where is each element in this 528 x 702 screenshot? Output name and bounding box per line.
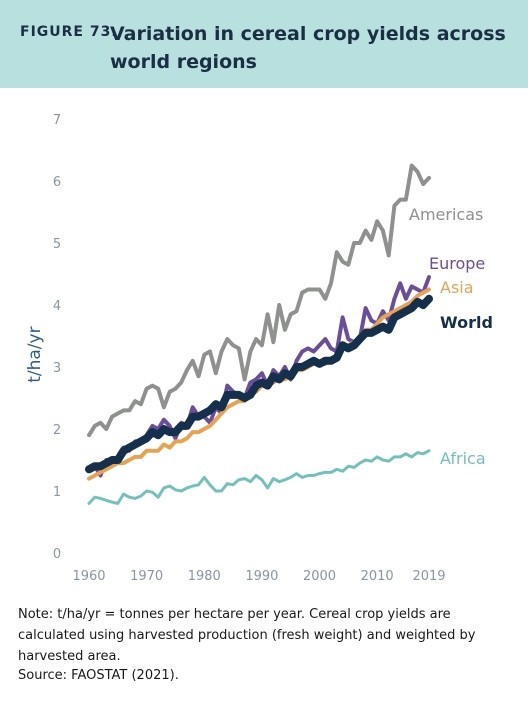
x-tick-label: 2000 xyxy=(303,569,336,584)
x-tick-label: 2010 xyxy=(361,569,394,584)
series-label-world: World xyxy=(440,313,493,332)
y-tick-label: 0 xyxy=(53,547,61,562)
yield-line-chart: 0 1 2 3 4 5 6 7 1960 1970 1980 1990 2000 2010 2019 t/ha… xyxy=(25,113,493,584)
series-line-world xyxy=(85,294,433,474)
series-label-americas: Americas xyxy=(409,205,483,224)
y-tick-label: 7 xyxy=(53,113,61,128)
series-label-europe: Europe xyxy=(429,254,485,273)
y-tick-label: 1 xyxy=(53,485,61,500)
y-tick-label: 6 xyxy=(53,175,61,190)
y-tick-label: 5 xyxy=(53,237,61,252)
figure-note: Note: t/ha/yr = tonnes per hectare per y… xyxy=(18,607,476,664)
figure-header: FIGURE 73. Variation in cereal crop yiel… xyxy=(0,0,528,88)
series-label-asia: Asia xyxy=(440,278,474,297)
y-tick-label: 3 xyxy=(53,361,61,376)
figure-title: Variation in cereal crop yields across w… xyxy=(110,23,506,73)
series-line-americas xyxy=(87,163,431,438)
y-axis-label: t/ha/yr xyxy=(25,326,45,382)
series-label-africa: Africa xyxy=(440,449,486,468)
y-tick-label: 4 xyxy=(53,299,61,314)
x-tick-label: 1980 xyxy=(188,569,221,584)
series-line-africa xyxy=(87,449,431,505)
figure-source: Source: FAOSTAT (2021). xyxy=(18,668,179,683)
x-tick-label: 2019 xyxy=(412,569,445,584)
x-tick-label: 1990 xyxy=(245,569,278,584)
y-tick-label: 2 xyxy=(53,423,61,438)
x-tick-label: 1960 xyxy=(72,569,105,584)
figure-label: FIGURE 73. xyxy=(20,24,118,40)
x-tick-label: 1970 xyxy=(130,569,163,584)
